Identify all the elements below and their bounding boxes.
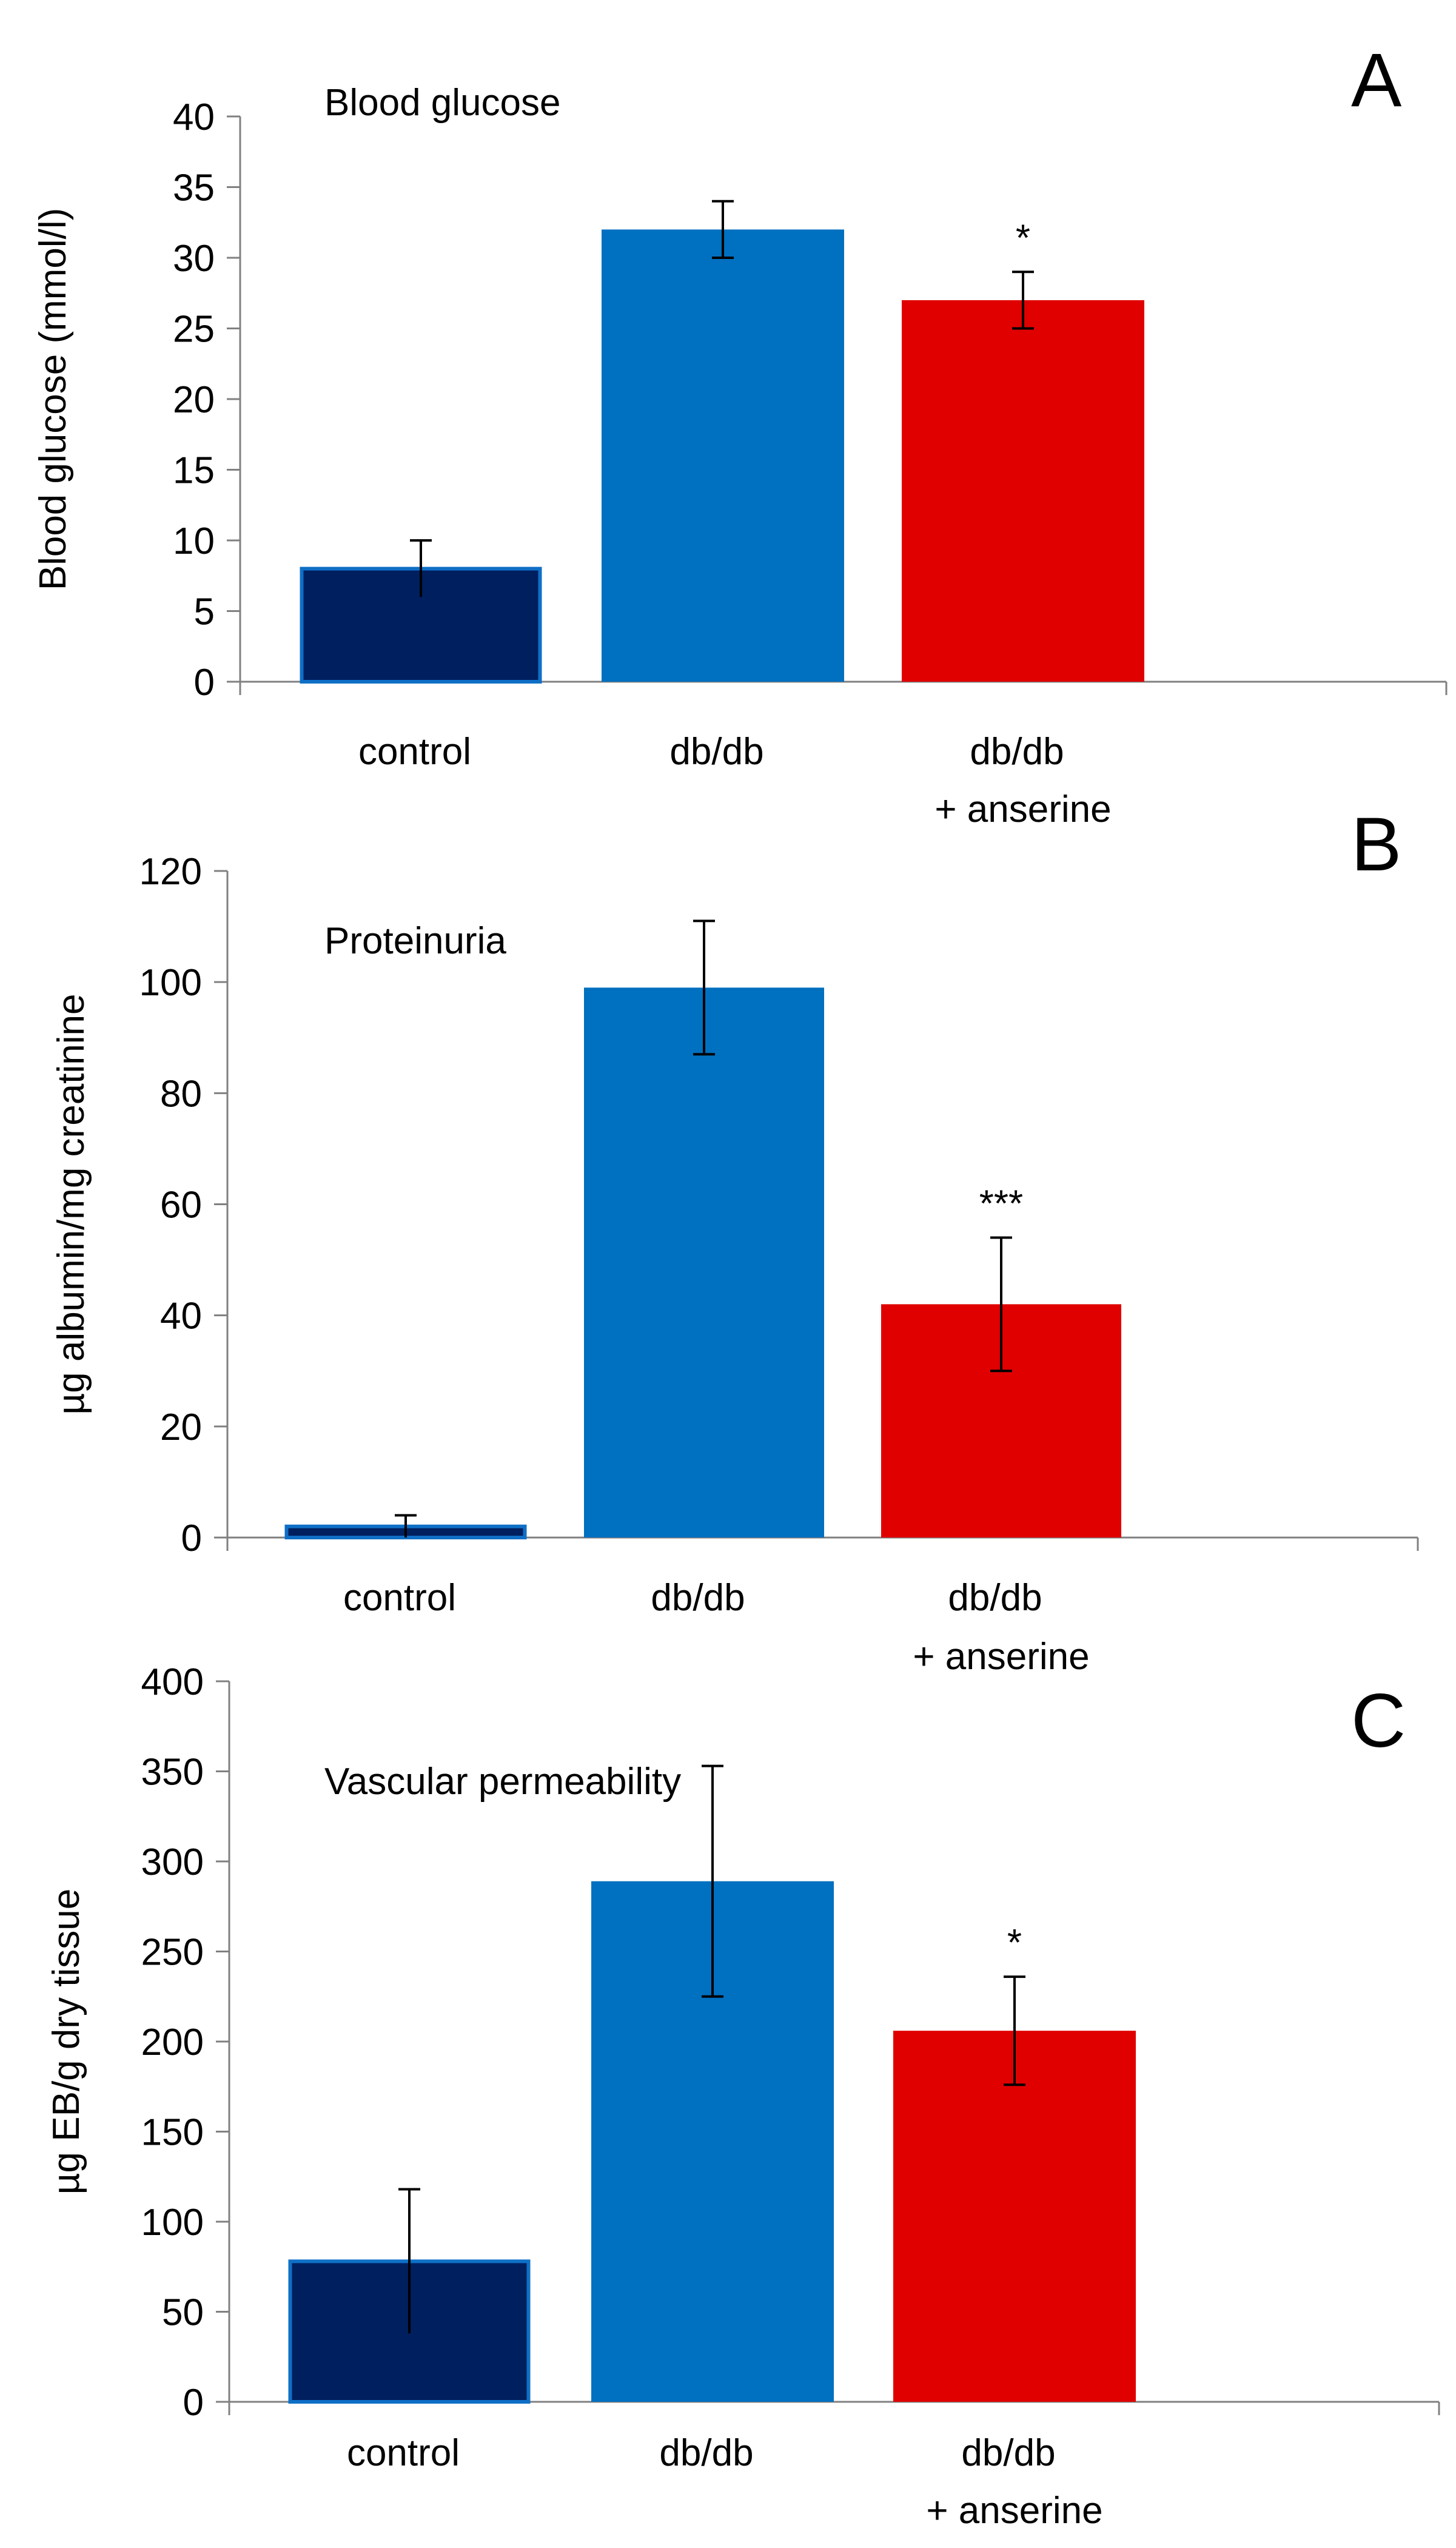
panel-letter: C [1351, 1679, 1406, 1763]
category-label: db/db [948, 1577, 1042, 1619]
panel-letter: A [1351, 38, 1402, 123]
y-tick-label: 50 [162, 2292, 204, 2334]
y-tick-label: 300 [141, 1841, 204, 1883]
y-tick-label: 20 [173, 379, 215, 421]
category-label: db/db [961, 2432, 1055, 2474]
y-tick-label: 120 [139, 851, 202, 893]
y-tick-label: 100 [139, 962, 202, 1004]
y-tick-label: 350 [141, 1752, 204, 1793]
chart-title: Vascular permeability [324, 1761, 681, 1803]
y-tick-label: 25 [173, 309, 215, 351]
category-label-line2: + anserine [934, 788, 1111, 830]
panel-c: 0 50 100 150 200 250 300 350 400 control db/db * db/… [45, 1661, 1440, 2532]
bar [300, 566, 542, 684]
y-axis-title: µg albumin/mg creatinine [50, 994, 92, 1415]
category-label: control [343, 1577, 456, 1619]
y-tick-label: 150 [141, 2112, 204, 2154]
y-tick-label: 40 [173, 96, 215, 138]
y-tick-label: 5 [194, 591, 215, 633]
category-label: db/db [651, 1577, 745, 1619]
bar [584, 987, 824, 1538]
panel-b: 0 20 40 60 80 100 120 control db/db *** db/db + ans… [50, 802, 1419, 1678]
y-tick-label: 10 [173, 520, 215, 562]
category-label-line2: + anserine [913, 1636, 1089, 1678]
y-tick-label: 80 [160, 1073, 202, 1115]
panel-letter: B [1351, 802, 1401, 887]
category-label-line2: + anserine [926, 2490, 1102, 2532]
category-label: db/db [669, 731, 763, 773]
bar [893, 2031, 1136, 2402]
y-tick-label: 30 [173, 238, 215, 280]
y-tick-label: 60 [160, 1185, 202, 1226]
y-tick-label: 35 [173, 167, 215, 209]
category-label: control [358, 731, 471, 773]
y-tick-label: 400 [141, 1661, 204, 1703]
y-tick-label: 20 [160, 1407, 202, 1448]
category-label: db/db [659, 2432, 753, 2474]
bar [602, 229, 844, 682]
category-label: control [347, 2432, 460, 2474]
chart-title: Blood glucose [324, 82, 561, 124]
y-axis-title: Blood glucose (mmol/l) [32, 208, 74, 591]
significance-label: * [1007, 1922, 1022, 1964]
category-label: db/db [970, 731, 1064, 773]
y-tick-label: 40 [160, 1296, 202, 1337]
significance-label: *** [979, 1183, 1023, 1225]
panel-a: 0 5 10 15 20 25 30 35 40 control db/db * db/db + anse… [32, 38, 1448, 830]
y-tick-label: 0 [181, 1518, 202, 1559]
significance-label: * [1016, 217, 1030, 259]
chart-title: Proteinuria [324, 920, 506, 962]
y-tick-label: 100 [141, 2202, 204, 2244]
y-tick-label: 0 [194, 662, 215, 704]
y-tick-label: 0 [183, 2382, 204, 2424]
bar [902, 300, 1144, 682]
y-axis-title: µg EB/g dry tissue [45, 1889, 87, 2194]
y-tick-label: 15 [173, 450, 215, 492]
y-tick-label: 250 [141, 1932, 204, 1974]
y-tick-label: 200 [141, 2022, 204, 2063]
